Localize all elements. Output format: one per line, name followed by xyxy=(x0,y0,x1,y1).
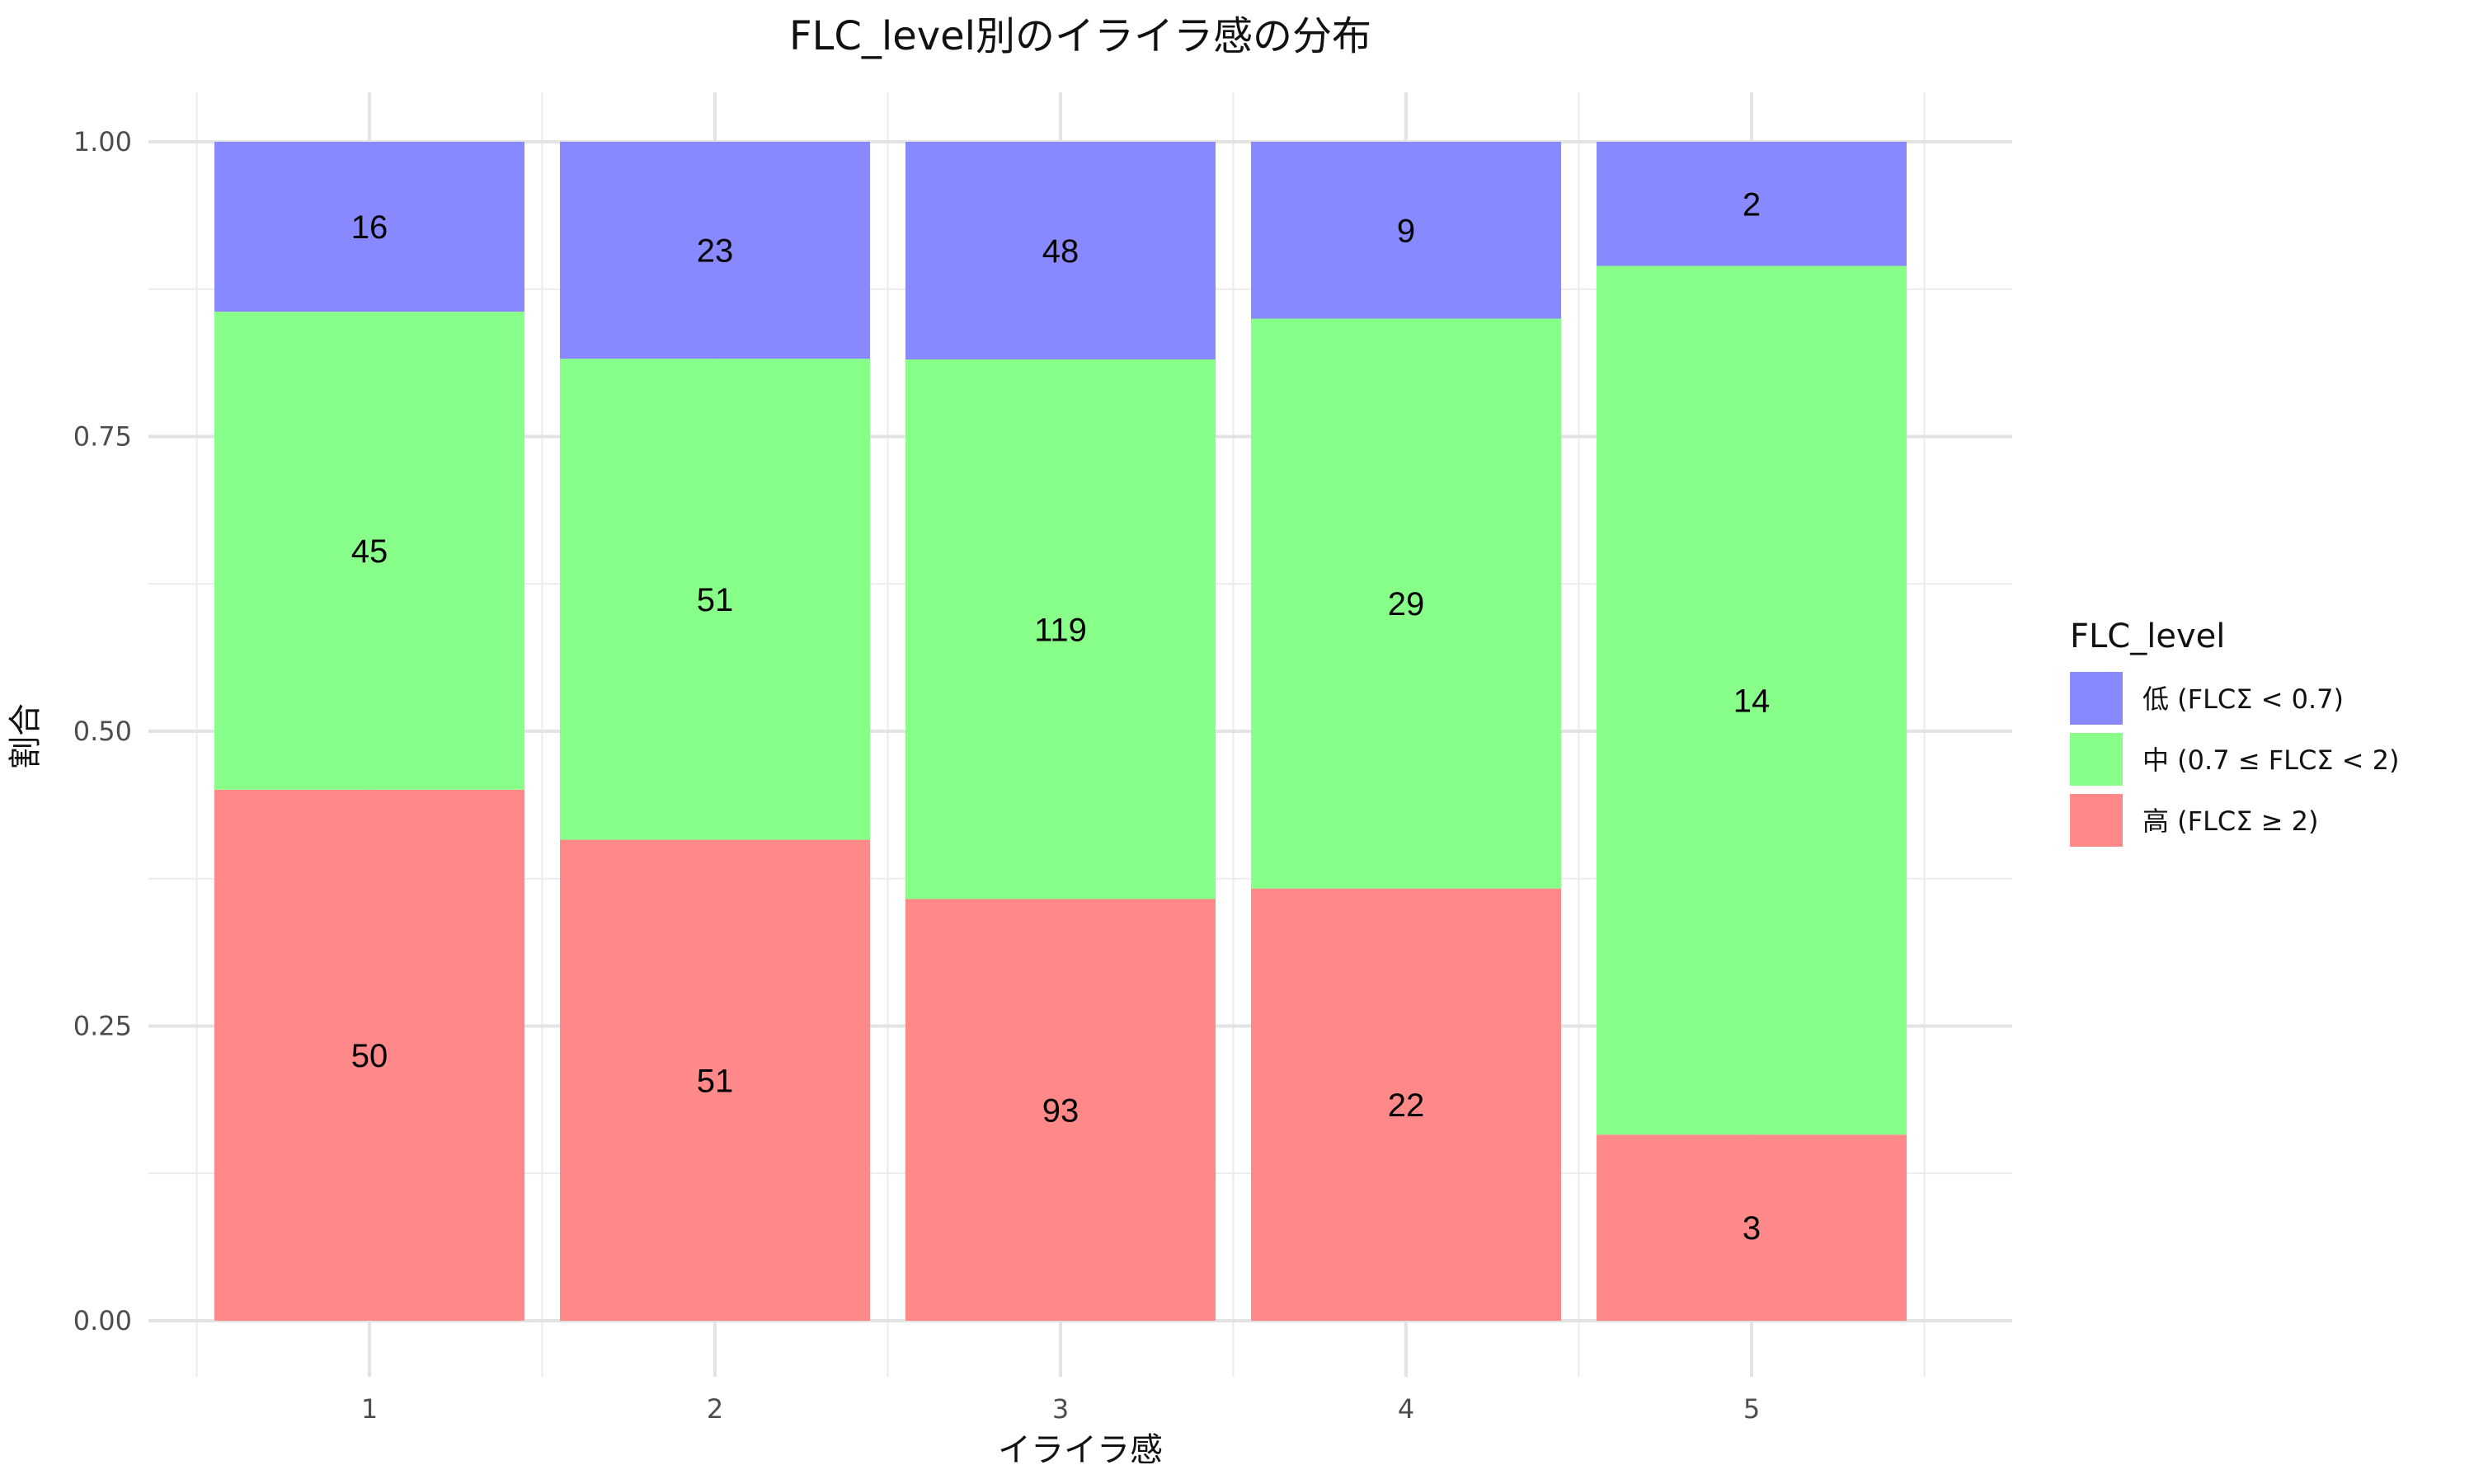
x-tick-label: 4 xyxy=(1398,1393,1414,1425)
bar-segment xyxy=(560,839,870,1321)
data-label: 119 xyxy=(1034,612,1087,648)
legend-swatch xyxy=(2070,672,2123,725)
bar-segment xyxy=(1251,142,1561,319)
legend-label: 高 (FLCΣ ≥ 2) xyxy=(2142,805,2318,837)
legend-label: 中 (0.7 ≤ FLCΣ < 2) xyxy=(2142,744,2400,776)
legend-swatch xyxy=(2070,733,2123,786)
bars xyxy=(214,142,1907,1321)
data-label: 2 xyxy=(1743,186,1761,223)
bar-segment xyxy=(905,142,1216,359)
x-tick-label: 2 xyxy=(707,1393,723,1425)
y-tick-label: 0.75 xyxy=(73,421,132,453)
bar-segment xyxy=(560,359,870,840)
y-axis-ticks: 0.00 0.25 0.50 0.75 1.00 xyxy=(73,126,132,1336)
data-label: 51 xyxy=(697,582,734,618)
bar-segment xyxy=(560,142,870,359)
x-tick-label: 1 xyxy=(361,1393,378,1425)
bar-segment xyxy=(214,142,524,312)
data-label: 9 xyxy=(1397,213,1415,249)
data-label: 48 xyxy=(1042,233,1079,270)
legend-label: 低 (FLCΣ < 0.7) xyxy=(2142,683,2344,715)
bar-segment xyxy=(1597,142,1907,266)
legend-title: FLC_level xyxy=(2070,618,2225,655)
data-label: 45 xyxy=(351,533,388,570)
legend-swatch xyxy=(2070,794,2123,847)
x-axis-title: イライラ感 xyxy=(998,1431,1163,1469)
y-tick-label: 1.00 xyxy=(73,126,132,157)
data-label: 29 xyxy=(1388,586,1425,622)
data-label: 23 xyxy=(697,233,734,270)
y-tick-label: 0.50 xyxy=(73,716,132,747)
data-label: 51 xyxy=(697,1063,734,1099)
data-label: 50 xyxy=(351,1038,388,1074)
x-axis-ticks: 1 2 3 4 5 xyxy=(361,1393,1760,1425)
y-tick-label: 0.25 xyxy=(73,1011,132,1042)
data-label: 14 xyxy=(1733,683,1771,719)
bar-segment xyxy=(905,359,1216,899)
y-tick-label: 0.00 xyxy=(73,1305,132,1336)
x-tick-label: 5 xyxy=(1743,1393,1760,1425)
bar-segment xyxy=(214,312,524,790)
bar-segment xyxy=(1597,1134,1907,1321)
bar-segment xyxy=(1251,888,1561,1321)
data-label: 93 xyxy=(1042,1092,1079,1129)
chart-title: FLC_level別のイライラ感の分布 xyxy=(789,13,1371,59)
data-label: 3 xyxy=(1743,1210,1761,1247)
y-axis-title: 割合 xyxy=(7,703,45,769)
bar-segment xyxy=(214,789,524,1321)
bar-segment xyxy=(1251,318,1561,889)
data-label: 16 xyxy=(351,209,388,246)
legend: FLC_level 低 (FLCΣ < 0.7) 中 (0.7 ≤ FLCΣ < … xyxy=(2070,618,2400,847)
bar-segment xyxy=(905,899,1216,1321)
bar-segment xyxy=(1597,265,1907,1135)
x-tick-label: 3 xyxy=(1052,1393,1069,1425)
data-label: 22 xyxy=(1388,1087,1425,1124)
